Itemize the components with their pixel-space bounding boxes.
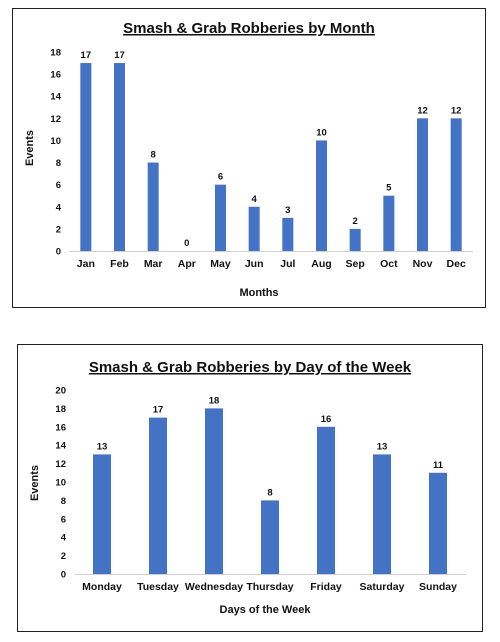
y-tick-label: 4	[61, 533, 67, 544]
x-tick-label: Saturday	[360, 581, 405, 593]
y-tick-label: 18	[55, 404, 66, 415]
x-tick-label: Sunday	[419, 581, 457, 593]
bar	[317, 426, 335, 574]
bar	[205, 408, 223, 574]
x-tick-label: Jul	[280, 258, 295, 270]
bar	[282, 217, 294, 251]
x-tick-label: May	[210, 258, 231, 270]
data-label: 17	[153, 405, 164, 416]
y-tick-label: 2	[56, 224, 61, 235]
data-label: 6	[218, 172, 223, 183]
data-label: 16	[321, 414, 332, 425]
y-tick-label: 14	[55, 441, 66, 452]
x-tick-label: Tuesday	[137, 581, 179, 593]
plot-area: 0 2 4 6 8 10 12 14 16 18 17 Jan 17 Feb 8 Mar 0 Apr 6 May 4 Ju…	[50, 48, 473, 270]
y-tick-label: 0	[56, 247, 61, 258]
chart-title: Smash & Grab Robberies by Day of the Wee…	[89, 359, 412, 376]
x-tick-label: Feb	[110, 258, 129, 270]
bar	[316, 140, 327, 251]
bar	[93, 454, 111, 574]
x-tick-label: Aug	[311, 258, 331, 270]
x-tick-label: Wednesday	[185, 581, 243, 593]
x-axis-title: Months	[239, 287, 278, 299]
data-label: 0	[184, 238, 189, 249]
y-tick-label: 10	[50, 136, 61, 147]
data-label: 11	[433, 460, 444, 471]
y-tick-label: 14	[50, 92, 61, 103]
data-label: 17	[114, 50, 125, 61]
y-axis-title: Events	[29, 465, 41, 501]
x-tick-label: Sep	[346, 258, 365, 270]
x-tick-label: Jun	[245, 258, 264, 270]
data-label: 8	[151, 150, 156, 161]
plot-area: 0 2 4 6 8 10 12 14 16 18 20 13 Monday 17 Tuesday 18 Wedn…	[55, 386, 466, 593]
x-tick-label: Jan	[77, 258, 95, 270]
chart-week-svg: Smash & Grab Robberies by Day of the Wee…	[29, 359, 466, 616]
y-tick-label: 8	[56, 158, 61, 169]
y-tick-label: 16	[55, 422, 66, 433]
bar	[149, 417, 167, 574]
y-tick-label: 8	[61, 496, 66, 507]
x-axis-title: Days of the Week	[220, 604, 312, 616]
data-label: 13	[97, 441, 108, 452]
bar	[383, 195, 395, 251]
y-axis-title: Events	[24, 130, 36, 166]
bar	[215, 184, 226, 251]
y-tick-label: 0	[61, 570, 66, 581]
chart-panel-month: Smash & Grab Robberies by Month Events M…	[12, 8, 486, 308]
data-label: 10	[316, 127, 327, 138]
y-tick-label: 6	[56, 180, 61, 191]
y-tick-label: 16	[50, 70, 61, 81]
y-tick-label: 6	[61, 514, 66, 525]
y-tick-label: 4	[56, 202, 62, 213]
bar	[417, 118, 428, 251]
data-label: 12	[417, 105, 428, 116]
data-label: 13	[377, 441, 388, 452]
bar	[450, 118, 462, 251]
bar	[248, 206, 260, 251]
x-tick-label: Thursday	[246, 581, 293, 593]
data-label: 8	[267, 487, 272, 498]
y-tick-label: 2	[61, 551, 66, 562]
chart-panel-week: Smash & Grab Robberies by Day of the Wee…	[17, 344, 483, 632]
data-label: 3	[285, 205, 290, 216]
x-tick-label: Mar	[144, 258, 163, 270]
data-label: 4	[252, 194, 258, 205]
y-tick-label: 18	[50, 48, 61, 59]
data-label: 18	[209, 395, 220, 406]
y-tick-label: 12	[55, 459, 66, 470]
bar	[373, 454, 391, 574]
x-tick-label: Monday	[82, 581, 122, 593]
x-tick-label: Dec	[447, 258, 466, 270]
y-tick-label: 10	[55, 478, 66, 489]
y-tick-label: 12	[50, 114, 61, 125]
y-tick-label: 20	[55, 386, 66, 397]
x-tick-label: Friday	[310, 581, 342, 593]
chart-month-svg: Smash & Grab Robberies by Month Events M…	[24, 20, 473, 299]
data-label: 5	[386, 183, 392, 194]
x-tick-label: Oct	[380, 258, 398, 270]
data-label: 2	[353, 216, 358, 227]
x-tick-label: Nov	[413, 258, 433, 270]
bar	[429, 472, 447, 574]
data-label: 17	[81, 50, 92, 61]
bar	[147, 162, 159, 251]
bar	[114, 63, 125, 251]
bar	[261, 500, 279, 574]
x-tick-label: Apr	[178, 258, 196, 270]
data-label: 12	[451, 105, 462, 116]
chart-title: Smash & Grab Robberies by Month	[123, 20, 375, 37]
bar	[80, 63, 92, 251]
bar	[349, 228, 361, 251]
